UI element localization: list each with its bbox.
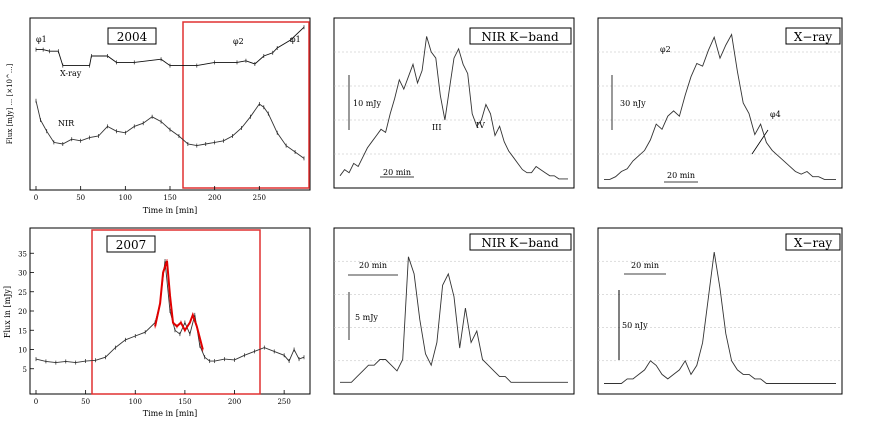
xlabel-2007: Time in [min]	[143, 409, 198, 418]
annotation-10mjy: 10 mJy	[353, 99, 382, 108]
x-tick-label: 150	[178, 398, 191, 406]
y-tick-label: 30	[18, 270, 27, 278]
panel-xray-top-frame	[597, 17, 843, 189]
annotation-20min-xray-top: 20 min	[667, 171, 695, 180]
label-nir-top: NIR K−band	[481, 30, 559, 44]
annotation-III: III	[432, 123, 441, 132]
panel-2007: 2007 0 50 100 150 200 250 5 10 15 20 25 30 35 Time …	[3, 227, 311, 418]
ylabel-2007: Flux in [mJy]	[3, 286, 12, 338]
x-tick-label: 50	[76, 194, 85, 202]
panel-nir-bottom-series	[340, 256, 568, 383]
arrow-phi4	[751, 129, 769, 155]
panel-nir-top-series	[339, 36, 568, 180]
x-tick-label: 100	[119, 194, 132, 202]
highlight-box-2004	[182, 21, 310, 189]
annotation-phi4: φ4	[770, 110, 781, 119]
x-tick-label: 200	[208, 194, 221, 202]
x-tick-label: 250	[277, 398, 290, 406]
label-box-xray-top	[785, 27, 841, 45]
series-line-x-ray	[604, 33, 836, 180]
series-line-red	[154, 260, 204, 350]
panel-2007-yticks: 5 10 15 20 25 30 35	[18, 250, 34, 374]
label-nir-bottom: NIR K−band	[481, 236, 559, 250]
panel-2004-series	[35, 25, 305, 161]
panel-2004-frame	[29, 17, 311, 191]
panel-nir-bottom-grid	[334, 260, 574, 362]
label-box-nir-top	[469, 27, 572, 45]
series-line-black	[35, 260, 305, 364]
panel-nir-top-grid	[334, 51, 574, 155]
panel-xray-bottom-series	[604, 252, 836, 384]
annotation-20min-nir-top: 20 min	[383, 168, 411, 177]
label-box-xray-bottom	[785, 233, 841, 251]
label-box-2007	[106, 235, 156, 253]
x-tick-label: 250	[253, 194, 266, 202]
x-tick-label: 200	[228, 398, 241, 406]
y-tick-label: 5	[23, 366, 27, 374]
annotation-phi2-xray: φ2	[660, 45, 671, 54]
series-line-x-ray	[604, 252, 836, 384]
panel-nir-top: NIR K−band 10 mJy III IV 20 min	[333, 17, 575, 189]
panel-xray-top: X−ray φ2 30 nJy 20 min φ4	[597, 17, 843, 189]
panel-2007-series	[35, 258, 305, 365]
label-2007: 2007	[116, 238, 147, 252]
x-tick-label: 100	[129, 398, 142, 406]
panel-xray-top-series	[604, 33, 836, 180]
annotation-xray: X-ray	[60, 69, 82, 78]
panel-nir-top-frame	[333, 17, 575, 189]
series-line-nir-k-band	[339, 36, 568, 180]
y-tick-label: 20	[18, 308, 27, 316]
annotation-30njy: 30 nJy	[620, 99, 646, 108]
panel-xray-bottom-frame	[597, 227, 843, 395]
x-tick-label: 0	[34, 398, 38, 406]
annotation-20min-nir-bottom: 20 min	[359, 261, 387, 270]
annotation-50njy: 50 nJy	[622, 321, 648, 330]
label-box-nir-bottom	[469, 233, 572, 251]
ylabel-2004: Flux [mJy] ... [×10^...]	[6, 63, 14, 144]
label-2004: 2004	[117, 30, 148, 44]
x-tick-label: 0	[34, 194, 38, 202]
annotation-phi1-right: φ1	[290, 35, 301, 44]
annotation-phi2: φ2	[233, 37, 244, 46]
annotation-IV: IV	[476, 121, 485, 130]
panel-2007-xticks: 0 50 100 150 200 250	[34, 390, 291, 406]
panel-xray-bottom: X−ray 20 min 50 nJy	[597, 227, 843, 395]
series-line-nir-k-band	[340, 256, 568, 383]
x-tick-label: 150	[163, 194, 176, 202]
xlabel-2004: Time in [min]	[143, 206, 198, 215]
y-tick-label: 35	[18, 250, 27, 258]
y-tick-label: 25	[18, 289, 27, 297]
panel-nir-bottom-frame	[333, 227, 575, 395]
series-line-x-ray	[36, 26, 305, 67]
highlight-box-2007	[91, 229, 261, 395]
panel-xray-top-grid	[598, 51, 842, 155]
panel-2004-xticks: 0 50 100 150 200 250	[34, 186, 266, 202]
label-box-2004	[107, 27, 157, 45]
y-tick-label: 15	[18, 327, 27, 335]
annotation-nir: NIR	[58, 119, 75, 128]
y-tick-label: 10	[18, 347, 27, 355]
panel-nir-bottom: NIR K−band 20 min 5 mJy	[333, 227, 575, 395]
x-tick-label: 50	[81, 398, 90, 406]
label-xray-top: X−ray	[794, 30, 832, 44]
panel-xray-bottom-grid	[598, 260, 842, 362]
annotation-5mjy: 5 mJy	[355, 313, 378, 322]
annotation-20min-xray-bottom: 20 min	[631, 261, 659, 270]
panel-2004: 2004 φ1 φ2 φ1 X-ray NIR 0 50 100 150 200 250 …	[6, 17, 311, 215]
annotation-phi1-left: φ1	[36, 35, 47, 44]
label-xray-bottom: X−ray	[794, 236, 832, 250]
